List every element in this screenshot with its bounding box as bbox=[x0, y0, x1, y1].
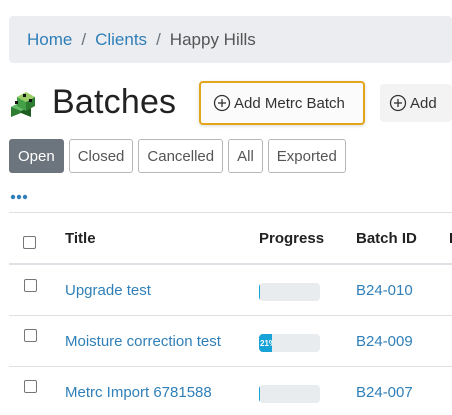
column-header-batch-id[interactable]: Batch ID bbox=[356, 230, 417, 247]
row-divider bbox=[9, 366, 452, 367]
column-header-next[interactable]: I bbox=[449, 230, 452, 247]
table-top-border bbox=[9, 212, 452, 213]
row-divider bbox=[9, 315, 452, 316]
batch-id-link[interactable]: B24-009 bbox=[356, 333, 413, 350]
progress-bar: 21% bbox=[259, 334, 320, 352]
batch-title-link[interactable]: Moisture correction test bbox=[65, 333, 221, 350]
breadcrumb-clients-link[interactable]: Clients bbox=[95, 29, 148, 49]
more-options-icon[interactable] bbox=[10, 193, 28, 201]
column-header-title[interactable]: Title bbox=[65, 230, 96, 247]
filter-all[interactable]: All bbox=[228, 139, 263, 173]
row-checkbox[interactable] bbox=[24, 380, 37, 393]
breadcrumb: Home / Clients / Happy Hills bbox=[9, 16, 452, 63]
breadcrumb-separator: / bbox=[156, 29, 161, 49]
batch-id-link[interactable]: B24-010 bbox=[356, 282, 413, 299]
progress-fill bbox=[259, 283, 260, 301]
status-filter-group: Open Closed Cancelled All Exported bbox=[9, 139, 346, 173]
column-header-progress[interactable]: Progress bbox=[259, 230, 325, 247]
filter-exported[interactable]: Exported bbox=[267, 139, 346, 173]
breadcrumb-home-link[interactable]: Home bbox=[27, 29, 73, 49]
progress-fill bbox=[259, 385, 260, 403]
row-checkbox[interactable] bbox=[24, 329, 37, 342]
breadcrumb-current: Happy Hills bbox=[169, 29, 256, 49]
filter-closed[interactable]: Closed bbox=[68, 139, 134, 173]
page-title: Batches bbox=[52, 82, 177, 121]
filter-open[interactable]: Open bbox=[9, 139, 64, 173]
plus-circle-icon bbox=[389, 94, 407, 112]
progress-fill: 21% bbox=[259, 334, 272, 352]
add-batch-label: Add bbox=[410, 94, 437, 112]
progress-bar bbox=[259, 385, 320, 403]
row-checkbox[interactable] bbox=[24, 279, 37, 292]
page-header: Batches bbox=[9, 80, 176, 124]
plus-circle-icon bbox=[213, 94, 231, 112]
breadcrumb-separator: / bbox=[81, 29, 87, 49]
select-all-checkbox[interactable] bbox=[23, 236, 36, 249]
batches-logo-icon bbox=[11, 92, 35, 117]
add-metrc-batch-label: Add Metrc Batch bbox=[234, 94, 345, 112]
batch-title-link[interactable]: Metrc Import 6781588 bbox=[65, 384, 212, 401]
filter-cancelled[interactable]: Cancelled bbox=[138, 139, 224, 173]
add-metrc-batch-button[interactable]: Add Metrc Batch bbox=[199, 81, 365, 125]
batch-title-link[interactable]: Upgrade test bbox=[65, 282, 151, 299]
add-batch-button[interactable]: Add bbox=[380, 84, 452, 122]
batch-id-link[interactable]: B24-007 bbox=[356, 384, 413, 401]
table-header-border bbox=[9, 263, 452, 265]
progress-bar bbox=[259, 283, 320, 301]
